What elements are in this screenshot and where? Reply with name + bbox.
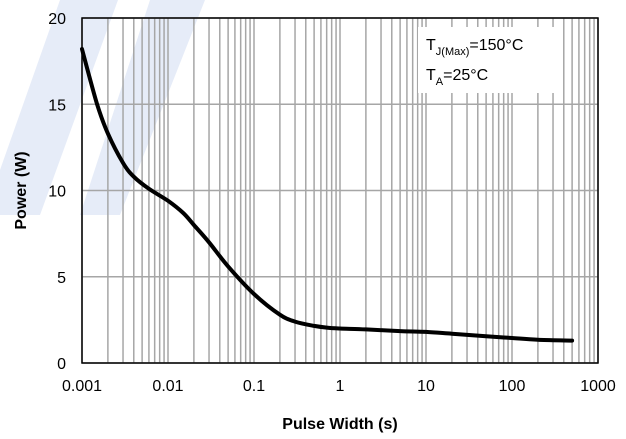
x-tick-label: 0.01: [152, 378, 183, 395]
watermark-stripe: [0, 0, 118, 215]
annotations: TJ(Max)=150°C TA=25°C: [426, 37, 523, 88]
x-axis-title: Pulse Width (s): [282, 416, 397, 433]
y-tick-label: 5: [57, 270, 66, 287]
y-tick-label: 20: [48, 11, 66, 28]
plot-frame: [81, 17, 599, 364]
plot-border: [81, 17, 599, 364]
y-tick-label: 15: [48, 97, 66, 114]
annotation-box: [418, 27, 558, 93]
x-tick-label: 100: [499, 378, 526, 395]
series-group: [80, 47, 575, 343]
y-axis-title: Power (W): [13, 151, 30, 229]
annotation-label: TJ(Max)=150°C: [426, 37, 523, 58]
y-tick-label: 10: [48, 184, 66, 201]
x-tick-label: 1: [336, 378, 345, 395]
annotation-label: TA=25°C: [426, 67, 488, 88]
x-tick-label: 10: [417, 378, 435, 395]
x-tick-labels: 0.001 0.01 0.1 1 10 100 1000: [62, 378, 616, 395]
y-tick-labels: 0 5 10 15 20: [48, 11, 66, 373]
grid-lines: [81, 17, 599, 364]
y-tick-label: 0: [57, 356, 66, 373]
watermark: [0, 0, 205, 215]
x-tick-label: 0.001: [62, 378, 102, 395]
x-tick-label: 1000: [580, 378, 616, 395]
series-line: [80, 47, 575, 343]
x-tick-label: 0.1: [243, 378, 265, 395]
